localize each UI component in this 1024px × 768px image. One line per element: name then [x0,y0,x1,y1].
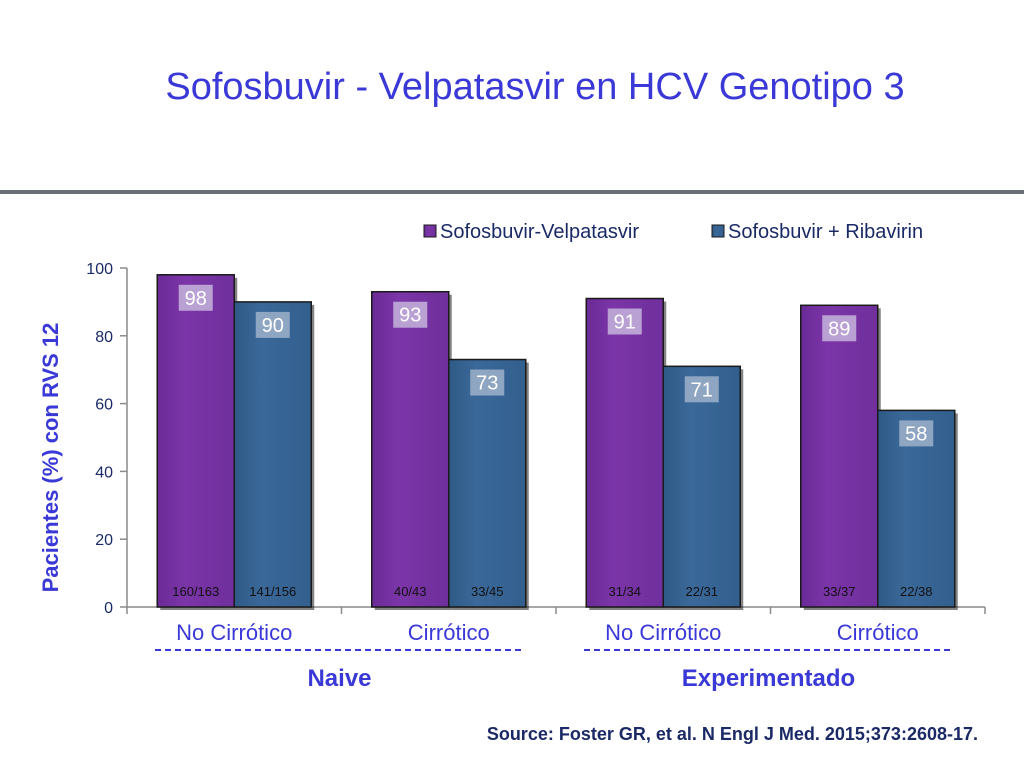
x-tick-label: No Cirrótico [605,620,721,645]
slide-title: Sofosbuvir - Velpatasvir en HCV Genotipo… [165,66,905,108]
bar [156,274,235,608]
count-label: 160/163 [172,584,219,599]
group-label: Naive [307,665,371,692]
title-divider [0,190,1024,194]
data-label-box [255,311,290,338]
x-tick-label: Cirrótico [408,620,490,645]
y-tick-label: 40 [95,464,113,481]
count-label: 141/156 [249,584,296,599]
bar [448,358,527,608]
x-tick-label: Cirrótico [837,620,919,645]
count-label: 33/45 [471,584,504,599]
y-tick-label: 100 [86,261,113,278]
legend-label: Sofosbuvir-Velpatasvir [440,221,639,243]
data-label: 91 [614,312,636,334]
data-label-box [607,308,642,335]
data-label: 98 [185,288,207,310]
data-label-box [684,376,719,403]
legend-label: Sofosbuvir + Ribavirin [728,221,923,243]
data-label: 73 [476,373,498,395]
legend-swatch [423,224,437,238]
data-label-box [470,369,505,396]
count-label: 22/38 [900,584,933,599]
bar [662,365,741,608]
count-label: 31/34 [608,584,641,599]
y-tick-label: 60 [95,397,113,414]
data-label: 58 [905,423,927,445]
count-label: 40/43 [394,584,427,599]
x-tick-label: No Cirrótico [176,620,292,645]
bar [233,301,312,608]
y-tick-label: 20 [95,532,113,549]
data-label: 93 [399,305,421,327]
data-label-box [393,301,428,328]
y-tick-label: 80 [95,329,113,346]
data-label: 71 [691,379,713,401]
data-label: 89 [828,318,850,340]
data-label-box [899,420,934,447]
y-axis-label: Pacientes (%) con RVS 12 [38,323,63,593]
bar [800,304,879,608]
group-label: Experimentado [682,665,855,692]
bar [371,290,450,608]
data-label-box [178,284,213,311]
y-tick-label: 0 [104,600,113,617]
data-label: 90 [262,315,284,337]
source-citation: Source: Foster GR, et al. N Engl J Med. … [486,724,978,744]
bar [585,297,664,608]
data-label-box [822,315,857,342]
count-label: 22/31 [685,584,718,599]
legend-swatch [711,224,725,238]
count-label: 33/37 [823,584,856,599]
